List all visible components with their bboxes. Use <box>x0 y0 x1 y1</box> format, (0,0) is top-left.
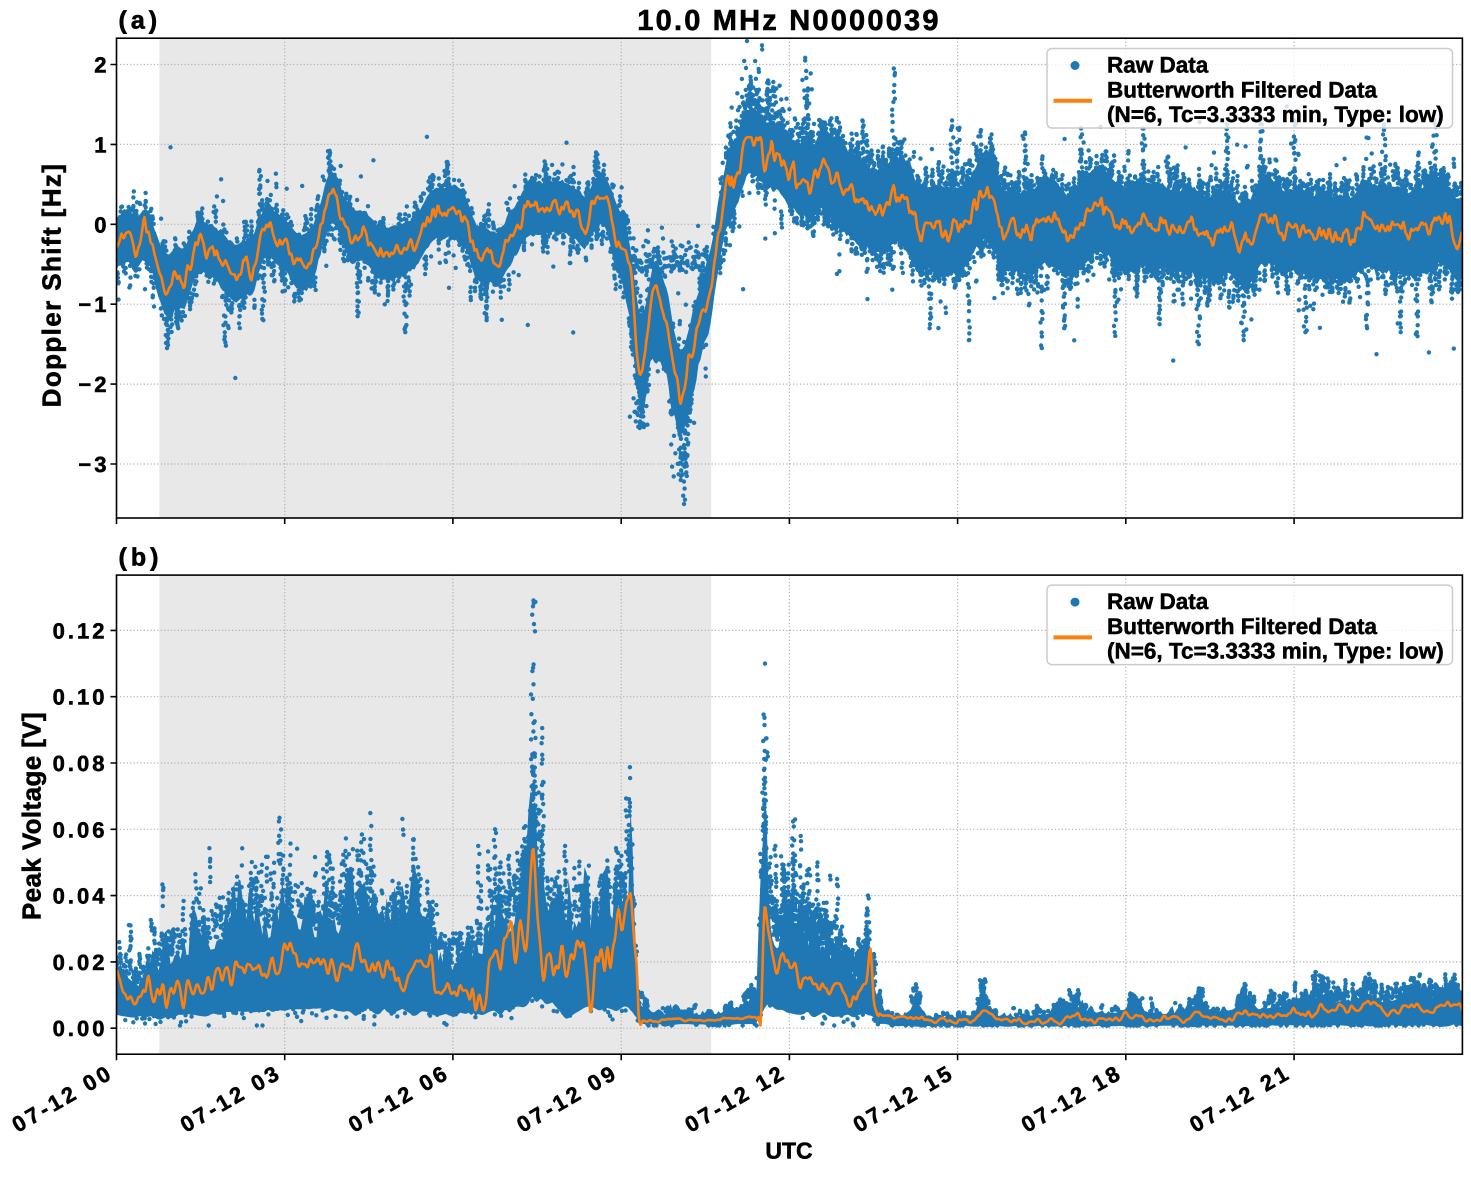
svg-text:(N=6, Tc=3.3333 min, Type: low: (N=6, Tc=3.3333 min, Type: low) <box>1107 102 1444 127</box>
svg-text:0.08: 0.08 <box>53 751 108 776</box>
svg-text:Butterworth Filtered Data: Butterworth Filtered Data <box>1107 614 1378 639</box>
svg-text:(a): (a) <box>119 7 162 35</box>
svg-text:Doppler Shift [Hz]: Doppler Shift [Hz] <box>37 163 67 408</box>
svg-text:−2: −2 <box>78 372 109 397</box>
svg-text:0.10: 0.10 <box>53 685 108 710</box>
svg-text:0.00: 0.00 <box>53 1016 108 1041</box>
svg-text:Raw Data: Raw Data <box>1107 53 1209 78</box>
svg-text:−1: −1 <box>78 292 109 317</box>
svg-text:UTC: UTC <box>765 1138 812 1164</box>
svg-text:10.0 MHz N0000039: 10.0 MHz N0000039 <box>637 5 940 37</box>
svg-text:2: 2 <box>94 53 109 78</box>
svg-text:0: 0 <box>94 212 109 237</box>
svg-text:Raw Data: Raw Data <box>1107 589 1209 614</box>
svg-text:0.06: 0.06 <box>53 817 108 842</box>
svg-text:0.04: 0.04 <box>53 884 108 909</box>
svg-text:0.12: 0.12 <box>53 618 108 643</box>
svg-text:−3: −3 <box>78 452 109 477</box>
svg-text:Peak Voltage [V]: Peak Voltage [V] <box>17 712 47 920</box>
svg-text:(b): (b) <box>119 544 163 572</box>
svg-text:0.02: 0.02 <box>53 950 108 975</box>
svg-text:Butterworth Filtered Data: Butterworth Filtered Data <box>1107 78 1378 103</box>
svg-text:(N=6, Tc=3.3333 min, Type: low: (N=6, Tc=3.3333 min, Type: low) <box>1107 639 1444 664</box>
svg-text:1: 1 <box>94 132 109 157</box>
